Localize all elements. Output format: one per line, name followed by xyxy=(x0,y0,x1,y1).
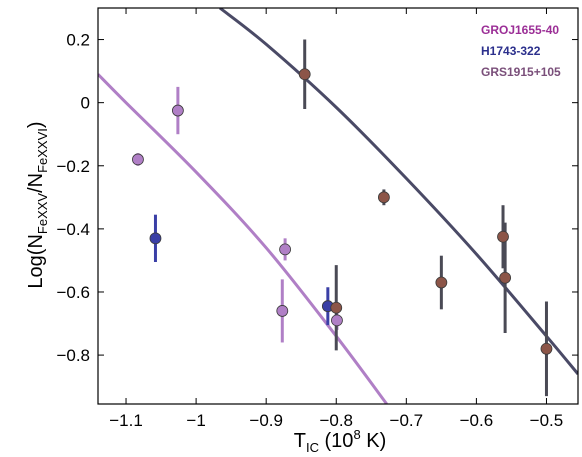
y-label-pre: Log(N xyxy=(25,234,47,288)
y-tick-label-3: −0.2 xyxy=(56,157,90,176)
x-tick-label-5: −0.7 xyxy=(390,411,424,430)
data-point-grs1915-105-3 xyxy=(377,191,390,204)
x-label-sub: IC xyxy=(306,440,319,455)
x-tick-label-2: −1 xyxy=(186,411,205,430)
x-tick-label-4: −0.8 xyxy=(319,411,353,430)
data-point-groj1655-40-5 xyxy=(331,314,343,327)
data-point-groj1655-40-4 xyxy=(276,305,289,317)
data-point-grs1915-105-6 xyxy=(499,271,512,284)
x-axis: −1.1 −1 −0.9 −0.8 −0.7 −0.6 −0.5 xyxy=(109,8,563,430)
y-tick-label-4: −0.4 xyxy=(56,220,90,239)
data-point-h1743-322-1 xyxy=(149,232,162,245)
y-axis-label: Log(NFeXXV/NFeXXVI) xyxy=(25,121,50,288)
y-tick-label-6: −0.8 xyxy=(56,346,90,365)
x-axis-label: TIC (108 K) xyxy=(294,427,386,455)
plot-frame xyxy=(97,7,579,405)
y-tick-label-5: −0.6 xyxy=(56,283,90,302)
data-point-groj1655-40-1 xyxy=(132,153,144,166)
data-point-groj1655-40-2 xyxy=(171,104,184,117)
data-points xyxy=(132,68,553,355)
x-label-sup: 8 xyxy=(353,427,360,442)
x-tick-label-1: −1.1 xyxy=(109,411,143,430)
x-label-main: T xyxy=(294,430,306,452)
legend-entry-h1743-322: H1743-322 xyxy=(481,44,541,58)
y-tick-label-2: 0 xyxy=(81,94,90,113)
data-point-grs1915-105-1 xyxy=(298,68,311,81)
y-axis: 0.2 0 −0.2 −0.4 −0.6 −0.8 xyxy=(56,31,578,365)
model-curves xyxy=(98,8,578,404)
data-point-groj1655-40-3 xyxy=(279,243,291,256)
x-tick-label-3: −0.9 xyxy=(249,411,283,430)
legend-entry-grs1915-105: GRS1915+105 xyxy=(481,65,561,79)
data-point-grs1915-105-7 xyxy=(540,342,553,355)
data-point-grs1915-105-5 xyxy=(497,230,509,243)
y-tick-label-1: 0.2 xyxy=(66,31,90,50)
data-point-grs1915-105-4 xyxy=(435,276,448,289)
legend-entry-groj1655-40: GROJ1655-40 xyxy=(481,23,559,37)
x-label-end: K) xyxy=(361,430,387,452)
y-label-sub2: FeXXVI xyxy=(35,128,50,173)
x-tick-label-6: −0.6 xyxy=(460,411,494,430)
model-curve-1 xyxy=(98,73,388,404)
y-label-sub1: FeXXV xyxy=(35,193,50,235)
data-point-grs1915-105-2 xyxy=(330,301,343,314)
x-label-post: (10 xyxy=(319,430,353,452)
x-tick-label-7: −0.5 xyxy=(530,411,564,430)
model-curve-2 xyxy=(219,8,578,375)
y-label-mid: /N xyxy=(25,173,47,193)
legend: GROJ1655-40 H1743-322 GRS1915+105 xyxy=(481,23,561,79)
y-label-post: ) xyxy=(25,121,47,128)
